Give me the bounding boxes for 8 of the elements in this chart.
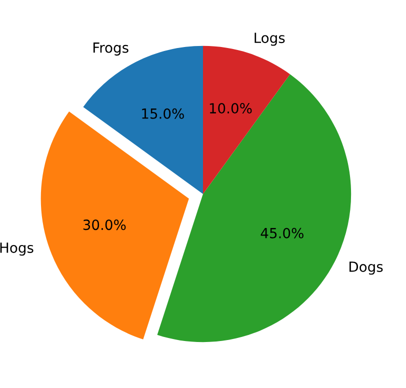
data-label: 30.0% bbox=[83, 220, 126, 230]
slice-label: Hogs bbox=[0, 242, 34, 256]
data-label: 10.0% bbox=[210, 103, 252, 114]
slice-label: Logs bbox=[254, 32, 285, 46]
slice-label: Frogs bbox=[93, 42, 128, 56]
data-label: 45.0% bbox=[260, 228, 304, 238]
slice-label: Dogs bbox=[350, 262, 383, 275]
data-label: 15.0% bbox=[142, 108, 184, 119]
